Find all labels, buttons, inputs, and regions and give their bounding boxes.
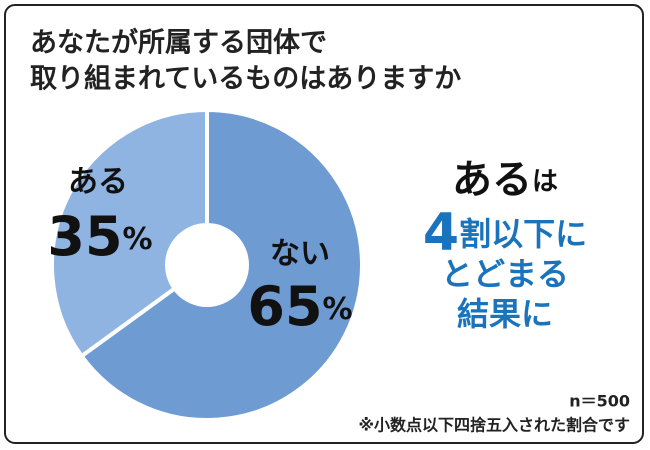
value-label: 35% (47, 205, 152, 268)
annotation: とどまる (441, 255, 569, 293)
annotation: 4割以下に (423, 203, 587, 263)
donut-hole (165, 223, 249, 307)
annotation-part: は (532, 167, 558, 197)
annotation-part: 4 (423, 203, 459, 263)
annotation-part: 結果に (457, 295, 553, 333)
value-number: 65 (247, 275, 322, 338)
chart-title: あなたが所属する団体で (30, 27, 327, 59)
annotation: あるは (452, 157, 558, 203)
annotation-part: とどまる (441, 255, 569, 293)
slice-label: ない (270, 237, 330, 272)
value-number: 35 (47, 205, 122, 268)
value-unit: % (323, 292, 353, 327)
sample-size: n＝500 (569, 392, 630, 411)
chart-title: 取り組まれているものはありますか (30, 63, 461, 95)
annotation: 結果に (457, 295, 553, 333)
footnote: ※小数点以下四捨五入された割合です (358, 416, 630, 435)
annotation-part: 割以下に (459, 215, 587, 253)
value-label: 65% (247, 275, 352, 338)
value-unit: % (123, 222, 153, 257)
pie-slice (50, 107, 209, 359)
annotation-part: ある (452, 157, 532, 203)
slice-label: ある (68, 165, 128, 200)
